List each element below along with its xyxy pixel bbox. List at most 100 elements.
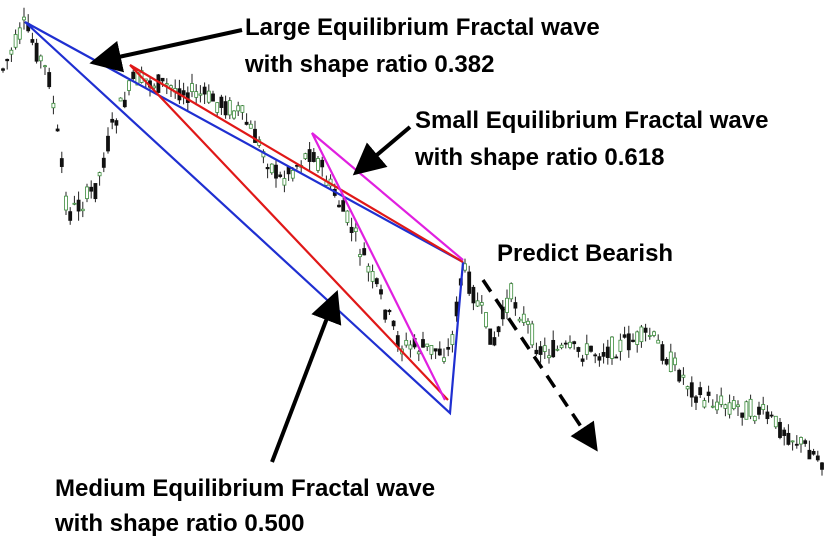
candle-body <box>551 339 556 358</box>
candle-body <box>542 345 547 352</box>
candle-body <box>131 71 136 80</box>
candle-body <box>202 86 207 95</box>
predict-arrow <box>481 279 598 452</box>
large-wave <box>24 21 465 416</box>
candle-body <box>437 348 442 356</box>
candle-body <box>265 167 270 170</box>
candle-body <box>47 72 52 88</box>
candle-body <box>605 346 610 358</box>
candle-body <box>38 55 43 62</box>
candle-body <box>59 158 64 167</box>
candle-body <box>673 357 677 366</box>
candle-body <box>769 414 774 417</box>
candle-body <box>370 270 375 282</box>
candle-body <box>635 331 640 345</box>
candle-body <box>85 186 89 200</box>
candle-body <box>127 80 131 91</box>
candle-body <box>782 429 787 436</box>
large-note: Large Equilibrium Fractal wave <box>245 14 600 41</box>
candle-body <box>803 440 808 444</box>
candle-body <box>773 415 778 428</box>
small-note: Small Equilibrium Fractal wave <box>415 107 768 134</box>
medium-arrow <box>270 290 342 463</box>
candle-body <box>647 335 652 337</box>
candle-body <box>660 344 665 361</box>
candle-body <box>727 402 732 415</box>
candle-body <box>731 400 736 409</box>
candle-body <box>206 90 211 103</box>
candle-body <box>664 358 669 365</box>
candle-body <box>118 97 123 102</box>
candle-body <box>89 186 94 192</box>
candle-body <box>307 149 312 162</box>
candle-body <box>639 326 644 343</box>
wave-lines <box>24 21 465 416</box>
candle-body <box>509 283 514 300</box>
candle-body <box>467 271 472 294</box>
candle-body <box>404 339 409 346</box>
candle-body <box>244 121 249 125</box>
candle-body <box>446 346 451 350</box>
candle-body <box>538 346 543 355</box>
candle-body <box>421 339 425 348</box>
candle-body <box>22 16 26 21</box>
candle-body <box>311 152 316 162</box>
candle-body <box>55 128 60 132</box>
candle-body <box>429 345 434 355</box>
candle-body <box>164 83 169 86</box>
candle-body <box>194 91 199 98</box>
candle-body <box>110 118 115 123</box>
candle-body <box>43 65 47 68</box>
candle-body <box>610 336 614 359</box>
candle-body <box>765 411 770 420</box>
candle-body <box>34 42 39 62</box>
candle-body <box>433 348 438 352</box>
candle-body <box>719 395 724 405</box>
candle-body <box>353 227 358 232</box>
candle-body <box>563 342 568 345</box>
candle-body <box>723 404 728 409</box>
candle-body <box>778 421 782 438</box>
candle-body <box>253 128 257 143</box>
candle-body <box>517 318 522 322</box>
candle-body <box>362 248 367 256</box>
candle-body <box>488 328 493 345</box>
candle-body <box>366 265 371 273</box>
candle-body <box>479 302 484 306</box>
candle-body <box>559 344 564 349</box>
medium-wave <box>129 64 464 401</box>
candle-body <box>513 302 518 309</box>
small-arrow <box>352 125 412 176</box>
candle-body <box>790 440 795 443</box>
candle-body <box>51 102 56 109</box>
candle-body <box>744 401 749 420</box>
candle-body <box>190 83 194 92</box>
candle-body <box>492 337 497 346</box>
candle-body <box>114 120 119 126</box>
medium-note: with shape ratio 0.500 <box>54 510 304 537</box>
candle-body <box>316 158 320 171</box>
candle-body <box>106 135 110 152</box>
candle-body <box>232 110 236 119</box>
candle-body <box>227 100 232 116</box>
candle-body <box>794 443 799 446</box>
candle-body <box>223 101 228 116</box>
candle-body <box>379 289 383 295</box>
candle-body <box>547 355 551 359</box>
candle-body <box>215 102 220 113</box>
candle-body <box>80 208 85 212</box>
candle-body <box>815 455 820 461</box>
candle-body <box>341 200 346 212</box>
candle-body <box>484 312 488 328</box>
candle-body <box>820 462 824 470</box>
candle-body <box>710 405 715 408</box>
candle-body <box>219 96 224 108</box>
candle-body <box>181 90 186 96</box>
candle-body <box>387 309 392 313</box>
candle-body <box>442 357 446 362</box>
candle-body <box>122 99 127 108</box>
candle-body <box>584 343 589 355</box>
candle-body <box>702 400 707 408</box>
